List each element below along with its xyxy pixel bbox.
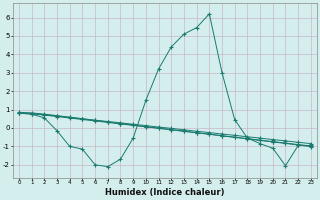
X-axis label: Humidex (Indice chaleur): Humidex (Indice chaleur)	[105, 188, 225, 197]
